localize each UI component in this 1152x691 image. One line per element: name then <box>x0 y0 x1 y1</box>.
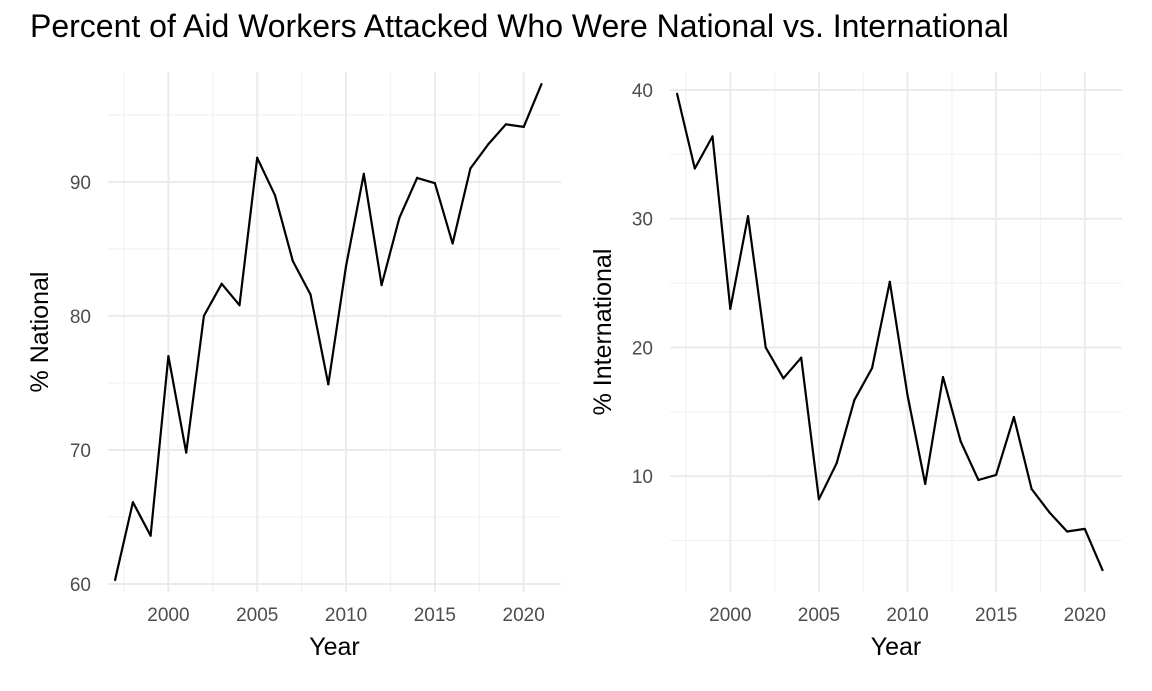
data-point <box>746 215 750 218</box>
x-axis-title: Year <box>871 633 922 661</box>
y-tick-label: 70 <box>70 441 91 462</box>
data-point <box>327 383 330 386</box>
x-tick-label: 2020 <box>503 605 545 626</box>
y-tick-label: 80 <box>70 307 91 328</box>
x-tick-label: 2015 <box>414 605 456 626</box>
data-point <box>729 307 732 310</box>
y-tick-label: 90 <box>70 173 91 194</box>
x-axis-title: Year <box>309 633 360 661</box>
data-point <box>782 377 785 380</box>
data-point <box>906 393 909 397</box>
data-point <box>416 176 419 179</box>
y-tick-label: 10 <box>632 467 653 488</box>
figure-title: Percent of Aid Workers Attacked Who Were… <box>30 8 1009 44</box>
data-point <box>959 440 962 443</box>
x-tick-label: 2010 <box>886 605 928 626</box>
data-point <box>1101 569 1104 572</box>
data-point <box>1065 530 1069 533</box>
data-point <box>167 355 170 358</box>
y-tick-label: 60 <box>70 575 91 596</box>
data-point <box>362 172 365 175</box>
series-line-national <box>114 83 543 581</box>
data-point <box>693 167 696 170</box>
x-tick-label: 2015 <box>975 605 1017 626</box>
data-point <box>131 501 134 504</box>
data-point <box>220 282 223 285</box>
data-point <box>256 156 259 159</box>
y-axis-title: % International <box>589 249 617 416</box>
data-point <box>185 451 188 454</box>
data-point <box>380 283 383 287</box>
x-tick-label: 2005 <box>798 605 840 626</box>
series-line-international <box>676 93 1104 571</box>
data-point <box>1012 415 1015 419</box>
data-point <box>451 242 454 245</box>
x-tick-label: 2000 <box>709 605 751 626</box>
data-point <box>800 356 803 359</box>
data-point <box>238 304 241 307</box>
data-point <box>273 194 277 197</box>
y-tick-label: 20 <box>632 338 653 359</box>
data-point <box>469 167 472 170</box>
data-point <box>764 346 767 349</box>
data-point <box>941 375 945 379</box>
x-tick-label: 2010 <box>325 605 367 626</box>
data-point <box>870 366 874 370</box>
x-tick-label: 2020 <box>1064 605 1106 626</box>
data-point <box>291 259 294 263</box>
x-tick-label: 2000 <box>147 605 189 626</box>
panel-national: 2000 2005 2010 2015 2020 60 70 80 90 Year % Nation… <box>26 72 561 661</box>
data-point <box>1030 487 1033 491</box>
data-point <box>1083 527 1086 531</box>
data-point <box>977 478 980 482</box>
data-point <box>504 123 508 126</box>
data-point <box>487 143 490 146</box>
data-point <box>711 135 714 138</box>
data-point <box>114 578 117 582</box>
data-point <box>817 498 820 501</box>
data-point <box>924 482 927 485</box>
data-point <box>344 265 348 268</box>
data-point <box>1048 511 1051 514</box>
data-point <box>835 462 838 465</box>
x-tick-label: 2005 <box>236 605 278 626</box>
data-point <box>540 82 543 86</box>
data-point <box>995 473 998 476</box>
data-point <box>309 293 312 296</box>
data-point <box>149 534 152 537</box>
data-point <box>888 280 891 283</box>
data-point <box>522 125 525 129</box>
panel-international: 2000 2005 2010 2015 2020 10 20 30 40 Year % Intern… <box>589 72 1122 661</box>
data-point <box>398 216 401 220</box>
data-point <box>202 314 206 318</box>
y-tick-label: 40 <box>632 81 653 102</box>
data-point <box>433 182 436 185</box>
data-point <box>675 92 679 95</box>
data-point <box>853 399 856 402</box>
y-tick-label: 30 <box>632 210 653 231</box>
y-axis-title: % National <box>26 272 54 393</box>
